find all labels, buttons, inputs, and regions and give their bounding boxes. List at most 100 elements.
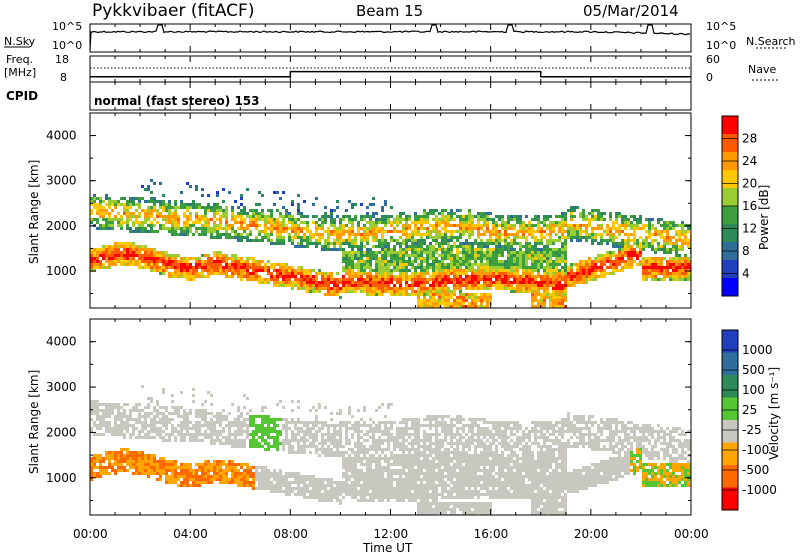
data-cell xyxy=(414,212,417,215)
data-cell xyxy=(378,218,381,221)
data-cell xyxy=(591,269,594,272)
data-cell xyxy=(447,287,450,290)
data-cell xyxy=(300,493,303,496)
data-cell xyxy=(456,230,459,233)
data-cell xyxy=(366,254,369,257)
data-cell xyxy=(438,212,441,215)
data-cell xyxy=(141,245,144,248)
data-cell xyxy=(162,218,165,221)
data-cell xyxy=(444,227,447,230)
data-cell xyxy=(441,248,444,251)
data-cell xyxy=(276,481,279,484)
data-cell xyxy=(396,215,399,218)
data-cell xyxy=(141,257,144,260)
data-cell xyxy=(279,284,282,287)
data-cell xyxy=(459,272,462,275)
data-cell xyxy=(453,281,456,284)
data-cell xyxy=(264,236,267,239)
data-cell xyxy=(237,421,240,424)
data-cell xyxy=(264,478,267,481)
data-cell xyxy=(639,251,642,254)
data-cell xyxy=(135,454,138,457)
data-cell xyxy=(366,230,369,233)
data-cell xyxy=(186,469,189,472)
data-cell xyxy=(435,269,438,272)
data-cell xyxy=(351,221,354,224)
data-cell xyxy=(147,263,150,266)
data-cell xyxy=(525,281,528,284)
data-cell xyxy=(342,242,345,245)
data-cell xyxy=(267,472,270,475)
data-cell xyxy=(234,433,237,436)
data-cell xyxy=(348,266,351,269)
data-cell xyxy=(597,254,600,257)
data-cell xyxy=(255,445,258,448)
data-cell xyxy=(204,469,207,472)
data-cell xyxy=(495,263,498,266)
data-cell xyxy=(660,245,663,248)
data-cell xyxy=(426,278,429,281)
data-cell xyxy=(333,248,336,251)
data-cell xyxy=(342,233,345,236)
data-cell xyxy=(639,221,642,224)
data-cell xyxy=(363,245,366,248)
data-cell xyxy=(387,287,390,290)
data-cell xyxy=(204,466,207,469)
data-cell xyxy=(333,224,336,227)
data-cell xyxy=(618,242,621,245)
data-cell xyxy=(183,481,186,484)
data-cell xyxy=(678,230,681,233)
data-cell xyxy=(435,272,438,275)
data-cell xyxy=(393,284,396,287)
data-cell xyxy=(183,421,186,424)
data-cell xyxy=(207,472,210,475)
data-cell xyxy=(417,263,420,266)
data-cell xyxy=(225,212,228,215)
data-cell xyxy=(219,215,222,218)
data-cell xyxy=(531,296,534,299)
data-cell xyxy=(174,233,177,236)
data-cell xyxy=(384,230,387,233)
data-cell xyxy=(99,227,102,230)
data-cell xyxy=(297,442,300,445)
data-cell xyxy=(516,284,519,287)
data-cell xyxy=(444,299,447,302)
data-cell xyxy=(477,275,480,278)
data-cell xyxy=(318,239,321,242)
data-cell xyxy=(201,412,204,415)
data-cell xyxy=(534,251,537,254)
data-cell xyxy=(561,296,564,299)
data-cell xyxy=(660,230,663,233)
data-cell xyxy=(210,427,213,430)
data-cell xyxy=(327,275,330,278)
data-cell xyxy=(252,442,255,445)
data-cell xyxy=(441,284,444,287)
data-cell xyxy=(195,218,198,221)
data-cell xyxy=(165,206,168,209)
data-cell xyxy=(426,260,429,263)
data-cell xyxy=(480,215,483,218)
data-cell xyxy=(378,245,381,248)
data-cell xyxy=(162,224,165,227)
data-cell xyxy=(477,287,480,290)
data-cell xyxy=(273,475,276,478)
data-cell xyxy=(303,478,306,481)
data-cell xyxy=(648,236,651,239)
data-cell xyxy=(567,269,570,272)
data-cell xyxy=(180,260,183,263)
data-cell xyxy=(117,245,120,248)
data-cell xyxy=(399,215,402,218)
data-cell xyxy=(261,209,264,212)
data-cell xyxy=(495,287,498,290)
data-cell xyxy=(144,463,147,466)
data-cell xyxy=(516,233,519,236)
data-cell xyxy=(99,215,102,218)
data-cell xyxy=(285,418,288,421)
data-cell xyxy=(495,215,498,218)
data-cell xyxy=(93,457,96,460)
data-cell xyxy=(471,245,474,248)
data-cell xyxy=(246,227,249,230)
data-cell xyxy=(360,251,363,254)
data-cell xyxy=(234,472,237,475)
data-cell xyxy=(177,466,180,469)
